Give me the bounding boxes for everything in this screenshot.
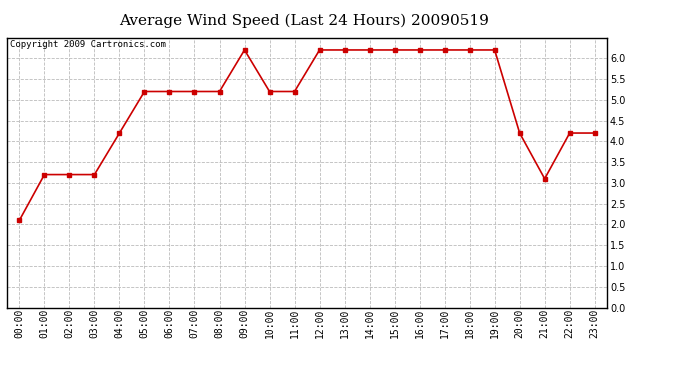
Text: Average Wind Speed (Last 24 Hours) 20090519: Average Wind Speed (Last 24 Hours) 20090… bbox=[119, 13, 489, 27]
Text: Copyright 2009 Cartronics.com: Copyright 2009 Cartronics.com bbox=[10, 40, 166, 49]
